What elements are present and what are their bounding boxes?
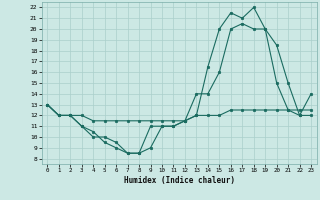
X-axis label: Humidex (Indice chaleur): Humidex (Indice chaleur) (124, 176, 235, 185)
